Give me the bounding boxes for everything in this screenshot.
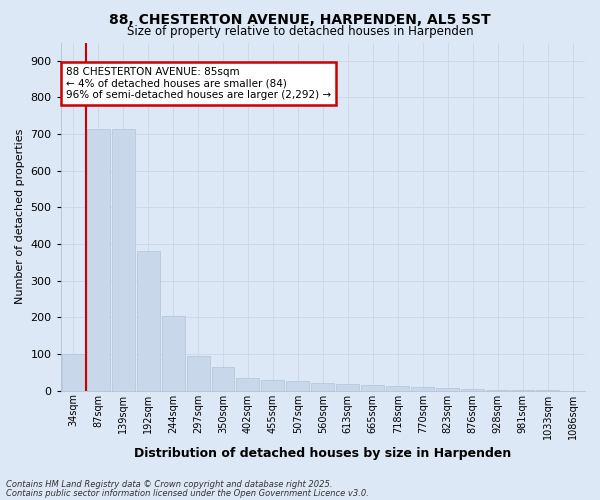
Bar bbox=[286, 382, 310, 390]
Bar bbox=[86, 128, 110, 390]
Text: 88, CHESTERTON AVENUE, HARPENDEN, AL5 5ST: 88, CHESTERTON AVENUE, HARPENDEN, AL5 5S… bbox=[109, 12, 491, 26]
Bar bbox=[262, 380, 284, 390]
Bar bbox=[62, 354, 85, 391]
Bar bbox=[361, 385, 384, 390]
Bar bbox=[236, 378, 259, 390]
Bar bbox=[386, 386, 409, 390]
Text: Contains public sector information licensed under the Open Government Licence v3: Contains public sector information licen… bbox=[6, 488, 369, 498]
Bar bbox=[337, 384, 359, 390]
Text: Contains HM Land Registry data © Crown copyright and database right 2025.: Contains HM Land Registry data © Crown c… bbox=[6, 480, 332, 489]
Bar bbox=[112, 128, 134, 390]
Bar bbox=[187, 356, 209, 390]
Bar bbox=[161, 316, 185, 390]
Bar bbox=[436, 388, 459, 390]
Bar bbox=[411, 387, 434, 390]
Bar bbox=[137, 252, 160, 390]
Text: 88 CHESTERTON AVENUE: 85sqm
← 4% of detached houses are smaller (84)
96% of semi: 88 CHESTERTON AVENUE: 85sqm ← 4% of deta… bbox=[66, 67, 331, 100]
Text: Size of property relative to detached houses in Harpenden: Size of property relative to detached ho… bbox=[127, 25, 473, 38]
X-axis label: Distribution of detached houses by size in Harpenden: Distribution of detached houses by size … bbox=[134, 447, 511, 460]
Bar bbox=[461, 389, 484, 390]
Bar bbox=[311, 384, 334, 390]
Bar bbox=[212, 367, 235, 390]
Y-axis label: Number of detached properties: Number of detached properties bbox=[15, 129, 25, 304]
